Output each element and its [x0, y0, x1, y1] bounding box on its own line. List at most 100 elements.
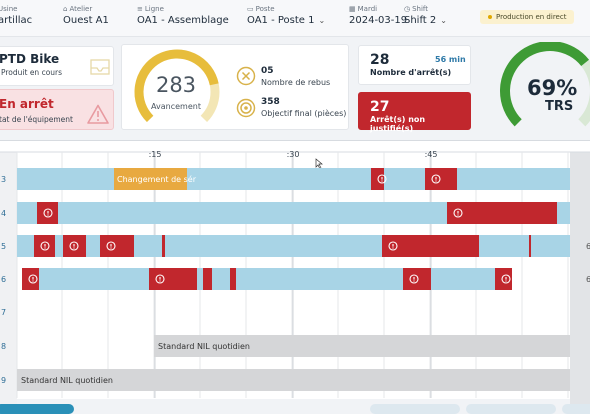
atelier-label: Atelier [69, 5, 93, 13]
reject-icon [236, 66, 256, 86]
row-label: 5 [1, 242, 6, 251]
unjustified-label: Arrêt(s) non justifié(s) [370, 115, 426, 133]
stop-segment [162, 235, 165, 257]
row-label: 6 [1, 275, 6, 284]
stops-value: 28 [370, 52, 390, 68]
stop-segment [529, 235, 531, 257]
unjustified-stops-card[interactable]: 27 Arrêt(s) non justifié(s) [358, 92, 471, 133]
alert-icon [453, 208, 463, 218]
right-row-label: 6 [586, 242, 590, 251]
alert-icon-dot [73, 247, 75, 249]
alert-icon [69, 241, 79, 251]
alert-icon-dot [457, 214, 459, 216]
header-bar: Usine artillac ⌂ Atelier Ouest A1 ≡ Ligne … [0, 0, 590, 37]
alert-icon-dot [392, 247, 394, 249]
stops-count-card: 28 56 min Nombre d'arrêt(s) [358, 45, 471, 85]
row-label: 7 [1, 308, 6, 317]
standard-segment [17, 369, 570, 391]
ligne-value: OA1 - Assemblage [137, 15, 229, 26]
live-status-text: Production en direct [496, 13, 567, 21]
trs-value: 69% [527, 76, 578, 100]
atelier-field[interactable]: ⌂ Atelier Ouest A1 [63, 5, 109, 26]
stop-segment [203, 268, 212, 290]
stop-segment [425, 168, 457, 190]
running-segment [17, 168, 570, 190]
usine-field[interactable]: Usine artillac [0, 5, 32, 26]
ligne-label: Ligne [144, 5, 164, 13]
stop-segment [100, 235, 134, 257]
right-gutter [570, 152, 590, 408]
stops-duration: 56 min [435, 55, 466, 64]
progress-value: 283 [155, 73, 197, 97]
running-segment [22, 268, 495, 290]
line-icon: ≡ [137, 5, 143, 13]
equipment-state-card: En arrêt tat de l'équipement [0, 89, 114, 130]
warning-icon [87, 104, 109, 124]
bottom-tab[interactable] [370, 404, 460, 414]
alert-icon [501, 274, 511, 284]
row-label: 4 [1, 209, 6, 218]
row-label: 3 [1, 175, 6, 184]
alert-icon-dot [32, 280, 34, 282]
tick-label: :45 [425, 150, 438, 159]
stops-label: Nombre d'arrêt(s) [370, 68, 452, 77]
poste-value: OA1 - Poste 1 [247, 15, 315, 26]
station-icon: ▭ [247, 5, 254, 13]
product-name: PTD Bike [0, 52, 60, 66]
alert-icon-dot [159, 280, 161, 282]
trs-fill [500, 42, 590, 127]
ligne-field[interactable]: ≡ Ligne OA1 - Assemblage [137, 5, 229, 26]
shift-select[interactable]: ◷ Shift Shift 2 ⌄ [404, 5, 447, 26]
target-icon [236, 98, 256, 118]
usine-value: artillac [0, 15, 33, 26]
objectif-value: 358 [261, 97, 280, 107]
date-label: Mardi [357, 5, 378, 13]
poste-select[interactable]: ▭ Poste OA1 - Poste 1 ⌄ [247, 5, 325, 26]
changeover-segment [114, 168, 187, 190]
alert-icon [377, 174, 387, 184]
live-status-badge: Production en direct [480, 10, 575, 24]
stop-segment [22, 268, 39, 290]
objectif-label: Objectif final (pièces) [261, 109, 347, 118]
alert-icon [43, 208, 53, 218]
calendar-icon: ▦ [349, 5, 356, 13]
product-card: PTD Bike Produit en cours [0, 46, 114, 86]
standard-label: Standard NIL quotidien [21, 376, 113, 385]
alert-icon [409, 274, 419, 284]
alert-icon-dot [435, 180, 437, 182]
clock-icon: ◷ [404, 5, 411, 13]
stop-segment [230, 268, 236, 290]
row-label: 9 [1, 376, 6, 385]
bottom-tab[interactable] [466, 404, 556, 414]
poste-label: Poste [255, 5, 275, 13]
date-field[interactable]: ▦ Mardi 2024-03-19 [349, 5, 407, 26]
progress-card: 283 Avancement 05 Nombre de rebus 358 Ob… [121, 44, 349, 130]
timeline-chart: :15:30:45 3 4 5 6 6 6 7 8 9 Changement de sér Stand… [0, 150, 590, 408]
stop-segment [495, 268, 512, 290]
alert-icon [40, 241, 50, 251]
rebus-label: Nombre de rebus [261, 78, 331, 87]
bottom-tab-active[interactable] [0, 404, 74, 414]
state-sub: tat de l'équipement [0, 115, 73, 124]
stop-segment [403, 268, 431, 290]
stop-segment [149, 268, 197, 290]
trs-label: TRS [545, 99, 574, 114]
unjustified-value: 27 [370, 99, 390, 115]
alert-icon [388, 241, 398, 251]
row-label: 8 [1, 342, 6, 351]
tick-label: :30 [287, 150, 300, 159]
running-segment [17, 235, 570, 257]
usine-label: Usine [0, 5, 18, 13]
changeover-label: Changement de sér [117, 174, 197, 184]
alert-icon [431, 174, 441, 184]
stop-segment [447, 202, 557, 224]
standard-label: Standard NIL quotidien [158, 342, 250, 351]
box-icon [90, 59, 110, 75]
progress-gauge [134, 49, 220, 123]
progress-label: Avancement [151, 102, 201, 111]
bottom-tab[interactable] [562, 404, 590, 414]
factory-icon: ⌂ [63, 5, 68, 13]
alert-icon-dot [505, 280, 507, 282]
stop-segment [382, 235, 479, 257]
alert-icon [155, 274, 165, 284]
